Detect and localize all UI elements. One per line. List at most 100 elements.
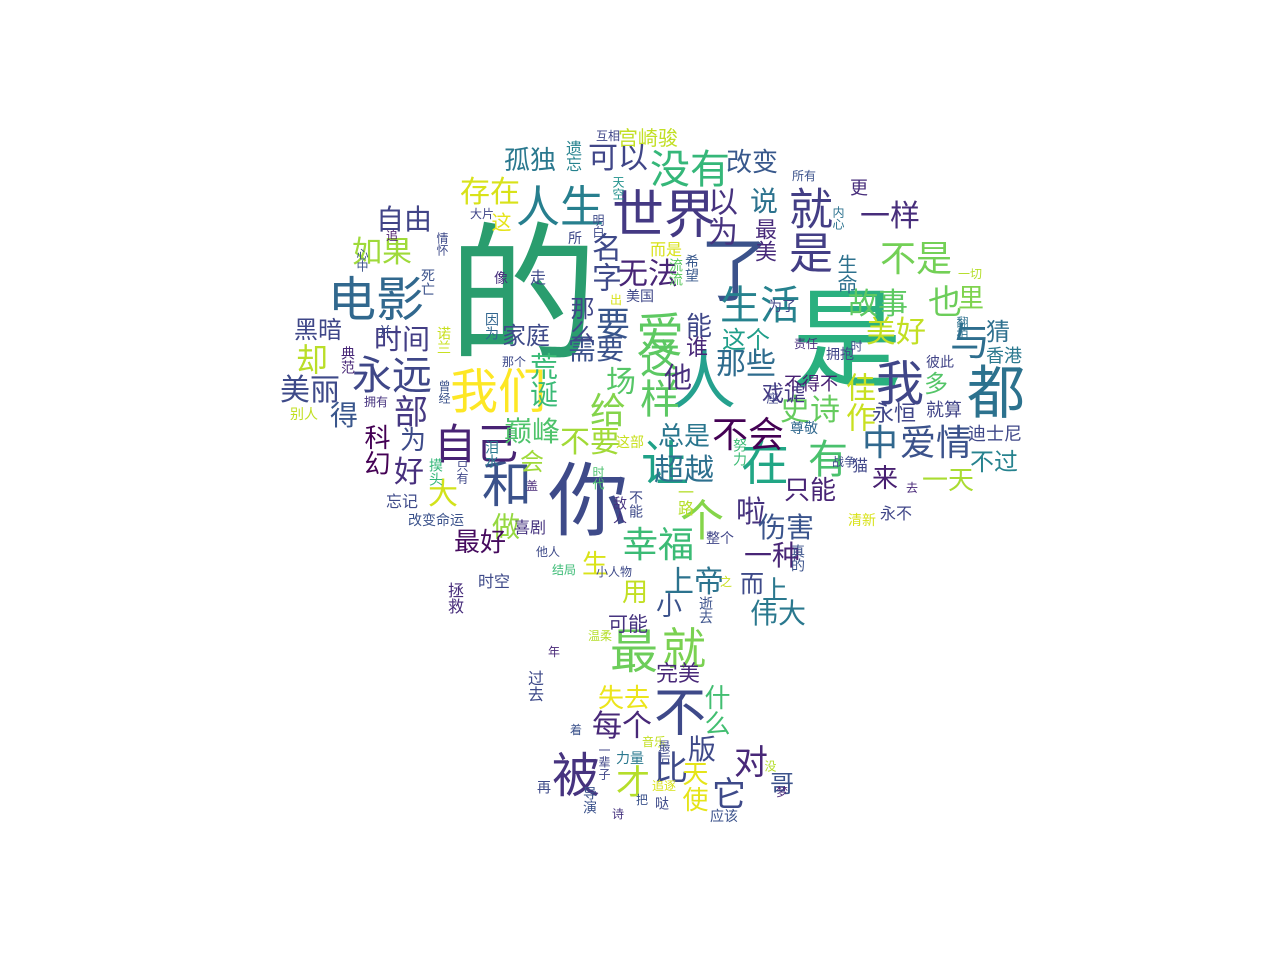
word: 泪水 (483, 440, 499, 468)
word: 让 (632, 438, 688, 486)
word: 出 (610, 293, 623, 307)
word: 和 (474, 458, 532, 508)
word: 场 (606, 365, 636, 400)
word: 只能 (784, 476, 837, 506)
word: 别人 (290, 407, 318, 423)
word: 说 (750, 185, 779, 218)
word: 得 (330, 399, 359, 432)
word: 温柔 (588, 629, 613, 643)
word: 巅峰 (504, 415, 561, 448)
word: 尊敬 (790, 421, 818, 437)
word: 年 (548, 645, 561, 659)
word: 给 (590, 391, 627, 432)
word: 拥抱 (826, 347, 854, 363)
word: 过去 (525, 670, 544, 702)
word: 上 (762, 576, 789, 606)
word: 谁 (686, 336, 709, 361)
word: 情怀 (435, 232, 449, 256)
word: 以为 (702, 186, 737, 246)
word: 人 (672, 345, 736, 419)
word: 来 (872, 464, 899, 494)
word: 着 (570, 723, 583, 737)
word: 大片 (470, 207, 495, 221)
word: 最 (610, 624, 659, 680)
word: 要 (596, 305, 630, 345)
word: 有 (808, 437, 848, 483)
word: 人生 (516, 182, 604, 233)
word: 而是 (650, 240, 683, 259)
word: 为 (400, 426, 427, 456)
word: 应该 (710, 809, 738, 825)
word: 伤害 (758, 511, 815, 544)
word: 猫 (852, 456, 869, 475)
word: 天使 (678, 760, 708, 812)
word: 喜剧 (514, 518, 547, 537)
word: 比 (654, 749, 688, 789)
word: 啦 (736, 495, 766, 530)
word: 做 (488, 512, 521, 540)
word: 清新 (848, 513, 876, 529)
word: 哥 (770, 770, 794, 798)
word: 改变命运 (408, 513, 464, 529)
word: 无法 (618, 257, 678, 292)
word: 香港 (986, 346, 1022, 367)
word: 了 (700, 230, 770, 312)
word: 小人物 (596, 565, 633, 579)
word: 希望 (683, 254, 699, 282)
word: 永不 (880, 504, 913, 523)
word: 不会 (712, 415, 785, 456)
word: 伟大 (750, 597, 807, 630)
word: 结局 (552, 563, 577, 577)
word: 没有 (650, 147, 730, 193)
word: 拯救 (445, 582, 464, 614)
word: 这 (488, 212, 512, 232)
word: 这部 (616, 435, 644, 451)
word: 翻拍 (955, 316, 969, 340)
word: 追 (386, 229, 399, 243)
word: 不是 (880, 239, 953, 280)
word: 会 (520, 448, 544, 476)
word: 在 (732, 438, 788, 486)
word: 死亡 (419, 268, 435, 296)
word: 戏谑 (762, 382, 807, 407)
word: 时空 (478, 572, 511, 591)
word: 摸头 (427, 458, 443, 486)
word: 就 (662, 624, 706, 675)
word: 佳作 (840, 372, 875, 432)
word: 自由 (376, 203, 433, 236)
word: 彼此 (926, 355, 954, 371)
word: 一种 (744, 539, 801, 572)
word: 美好 (866, 315, 926, 350)
word: 天空 (611, 176, 625, 200)
word: 的 (448, 210, 599, 384)
word: 失去 (598, 684, 651, 714)
word: 一辈子 (597, 744, 611, 780)
word: 敌人 (611, 496, 627, 524)
word: 小 (656, 592, 683, 622)
word: 这个 (722, 326, 770, 354)
word: 因为 (483, 312, 499, 340)
word: 忘记 (386, 492, 419, 511)
word: 最后 (657, 740, 671, 764)
word: 一路 (675, 484, 694, 516)
word: 只有 (455, 460, 469, 484)
word: 也 (928, 283, 962, 323)
word: 与 (950, 319, 990, 365)
word: 更 (847, 178, 868, 196)
word: 故事 (848, 287, 908, 322)
word: 好 (394, 455, 424, 490)
word: 追逐 (652, 779, 677, 793)
word: 自己 (434, 420, 519, 469)
word: 那些 (716, 347, 776, 382)
word: 一座 (765, 380, 779, 404)
word: 拥有 (364, 395, 389, 409)
word: 你 (548, 455, 628, 548)
word: 世界 (612, 186, 717, 246)
word: 走 (530, 268, 547, 287)
word: 每个 (592, 709, 652, 744)
word: 心中 (355, 248, 369, 272)
word: 为了 (768, 299, 796, 315)
word: 总是 (658, 422, 711, 452)
word: 电影 (328, 272, 425, 328)
word: 爱情 (900, 423, 973, 464)
